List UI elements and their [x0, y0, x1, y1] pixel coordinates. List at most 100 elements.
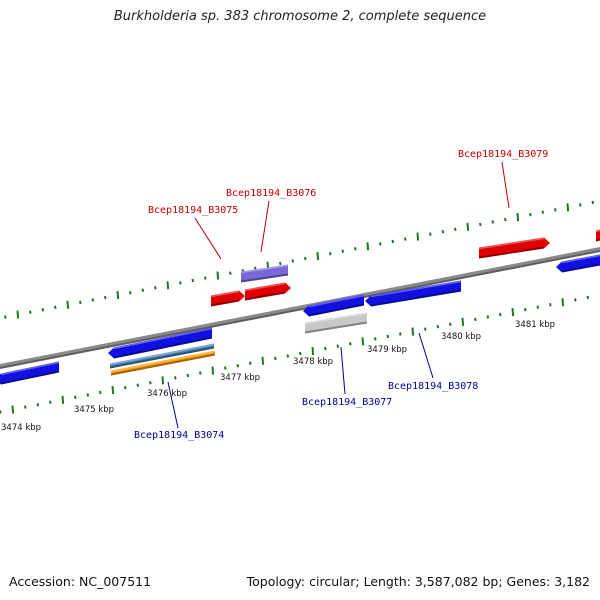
tick-mark	[336, 344, 340, 348]
tick-mark	[529, 212, 532, 217]
gene-label-bcep18194_b3075[interactable]: Bcep18194_B3075	[148, 205, 238, 260]
map-title: Burkholderia sp. 383 chromosome 2, compl…	[113, 9, 487, 24]
tick-mark	[11, 405, 15, 414]
tick-mark	[136, 383, 140, 387]
gene-arrow-b3079	[478, 237, 550, 259]
tick-mark	[254, 266, 257, 270]
scale-label: 3481 kbp	[515, 320, 555, 330]
tick-mark	[61, 395, 65, 404]
gene-arrow-b3074	[108, 327, 213, 359]
tick-mark	[49, 400, 52, 404]
tick-mark	[324, 346, 327, 351]
scale-label: 3480 kbp	[441, 332, 481, 342]
tick-mark	[341, 249, 345, 253]
topology-label: Topology: circular; Length: 3,587,082 bp…	[246, 574, 590, 589]
tick-mark	[554, 208, 557, 212]
tick-mark	[516, 213, 520, 222]
tick-mark	[354, 247, 357, 251]
tick-mark	[286, 354, 290, 358]
tick-mark	[4, 315, 7, 319]
gene-arrow-purple	[240, 264, 289, 283]
gene-label-bcep18194_b3076[interactable]: Bcep18194_B3076	[226, 188, 316, 253]
tick-mark	[316, 252, 320, 261]
tick-mark	[204, 276, 207, 280]
tick-mark	[229, 271, 232, 275]
tick-mark	[486, 315, 490, 319]
leader-line	[501, 161, 510, 209]
tick-mark	[24, 405, 27, 409]
tick-mark	[386, 334, 390, 339]
tick-mark	[479, 222, 482, 227]
tick-mark	[224, 366, 227, 370]
tick-mark	[99, 390, 102, 395]
tick-mark	[111, 385, 115, 395]
leader-line	[194, 217, 222, 260]
gene-label-bcep18194_b3079[interactable]: Bcep18194_B3079	[458, 149, 548, 209]
scale-label: 3476 kbp	[147, 389, 187, 399]
gene-features	[0, 229, 600, 385]
tick-mark	[249, 361, 252, 365]
tick-mark	[54, 305, 57, 309]
tick-mark	[124, 385, 127, 390]
leader-line	[340, 346, 346, 395]
chromosome-backbone	[0, 247, 600, 370]
tick-mark	[141, 288, 145, 292]
tick-mark	[179, 281, 182, 285]
gene-arrow-b3076	[244, 282, 291, 301]
tick-mark	[16, 310, 20, 319]
gene-label-text: Bcep18194_B3076	[226, 188, 316, 199]
tick-mark	[549, 303, 552, 307]
tick-mark	[379, 242, 382, 246]
tick-mark	[391, 239, 395, 244]
gene-labels: Bcep18194_B3074 Bcep18194_B3075 Bcep18194_…	[134, 149, 548, 441]
tick-mark	[216, 271, 220, 280]
tick-mark	[274, 356, 277, 361]
tick-mark	[404, 237, 407, 241]
tick-mark	[199, 371, 202, 375]
tick-mark	[424, 327, 427, 331]
gene-label-bcep18194_b3074[interactable]: Bcep18194_B3074	[134, 381, 224, 441]
tick-mark	[416, 232, 420, 241]
tick-mark	[236, 363, 240, 368]
tick-mark	[366, 242, 370, 251]
tick-mark	[186, 373, 190, 378]
gene-label-bcep18194_b3077[interactable]: Bcep18194_B3077	[302, 346, 392, 408]
scale-label: 3475 kbp	[74, 405, 114, 415]
gene-arrow-steel	[109, 343, 215, 369]
tick-mark	[574, 298, 577, 302]
scale-labels: 3474 kbp 3475 kbp 3476 kbp 3477 kbp 3478 kbp…	[1, 320, 555, 433]
tick-mark	[591, 200, 595, 205]
tick-mark	[466, 222, 470, 231]
scale-label: 3479 kbp	[367, 345, 407, 355]
leader-line	[167, 381, 179, 429]
scale-label: 3474 kbp	[1, 423, 41, 433]
tick-mark	[174, 376, 177, 380]
tick-mark	[91, 298, 95, 302]
tick-mark	[86, 393, 90, 397]
tick-mark	[411, 327, 415, 336]
tick-mark	[491, 220, 495, 224]
gene-label-text: Bcep18194_B3078	[388, 381, 478, 392]
tick-mark	[129, 290, 132, 295]
tick-mark	[311, 346, 315, 356]
tick-mark	[541, 210, 545, 214]
gene-arrow-reverse	[0, 361, 60, 385]
gene-arrow-orange	[110, 350, 216, 376]
scale-label: 3477 kbp	[220, 373, 260, 383]
tick-mark	[161, 376, 165, 385]
tick-mark	[499, 312, 502, 317]
tick-mark	[511, 307, 515, 317]
tick-mark	[149, 381, 152, 385]
tick-mark	[361, 337, 365, 346]
gene-arrow-b3078	[365, 280, 462, 307]
gene-arrow-forward	[595, 229, 600, 242]
tick-mark	[399, 332, 402, 336]
tick-mark	[29, 310, 32, 314]
gene-arrow-gray	[304, 312, 368, 334]
gene-label-bcep18194_b3078[interactable]: Bcep18194_B3078	[388, 332, 478, 392]
tick-mark	[504, 217, 507, 222]
tick-mark	[586, 295, 590, 300]
gene-arrow-reverse	[556, 254, 600, 273]
accession-label: Accession: NC_007511	[9, 574, 152, 589]
